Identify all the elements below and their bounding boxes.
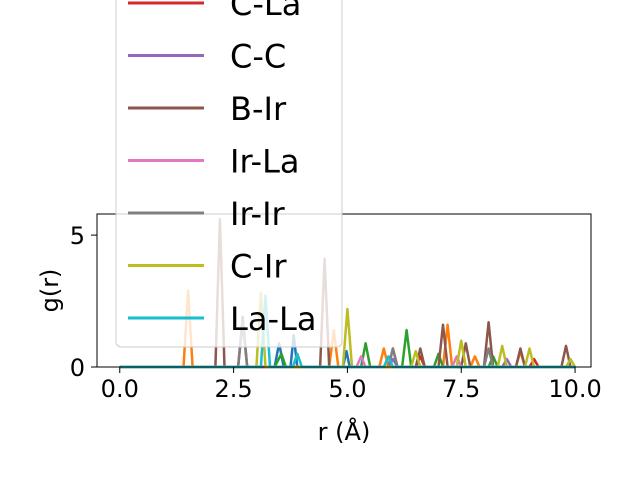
legend: C-La C-C B-Ir Ir-La Ir-Ir C-Ir La-La bbox=[115, 0, 343, 348]
y-tick-label: 0 bbox=[70, 354, 85, 382]
y-axis-ticks: 05 bbox=[70, 222, 97, 382]
plot-frame bbox=[96, 213, 592, 368]
legend-label-ir-la: Ir-La bbox=[230, 143, 300, 181]
x-axis-label: r (Å) bbox=[318, 417, 371, 446]
legend-label-b-ir: B-Ir bbox=[230, 90, 287, 128]
x-tick-label: 5.0 bbox=[328, 375, 366, 403]
legend-label-c-la: C-La bbox=[230, 0, 301, 23]
x-axis-ticks: 0.0 2.5 5.0 7.5 10.0 bbox=[101, 367, 602, 403]
x-tick-label: 10.0 bbox=[548, 375, 601, 403]
legend-label-c-ir: C-Ir bbox=[230, 248, 287, 286]
y-axis-label: g(r) bbox=[36, 269, 64, 313]
legend-label-la-la: La-La bbox=[230, 300, 316, 338]
x-tick-label: 2.5 bbox=[215, 375, 253, 403]
x-tick-label: 0.0 bbox=[101, 375, 139, 403]
series-line-unlabeled-2 bbox=[119, 328, 576, 369]
legend-label-c-c: C-C bbox=[230, 38, 286, 76]
legend-box bbox=[115, 0, 343, 348]
x-tick-label: 7.5 bbox=[442, 375, 480, 403]
legend-label-ir-ir: Ir-Ir bbox=[230, 195, 286, 233]
y-tick-label: 5 bbox=[70, 222, 85, 250]
